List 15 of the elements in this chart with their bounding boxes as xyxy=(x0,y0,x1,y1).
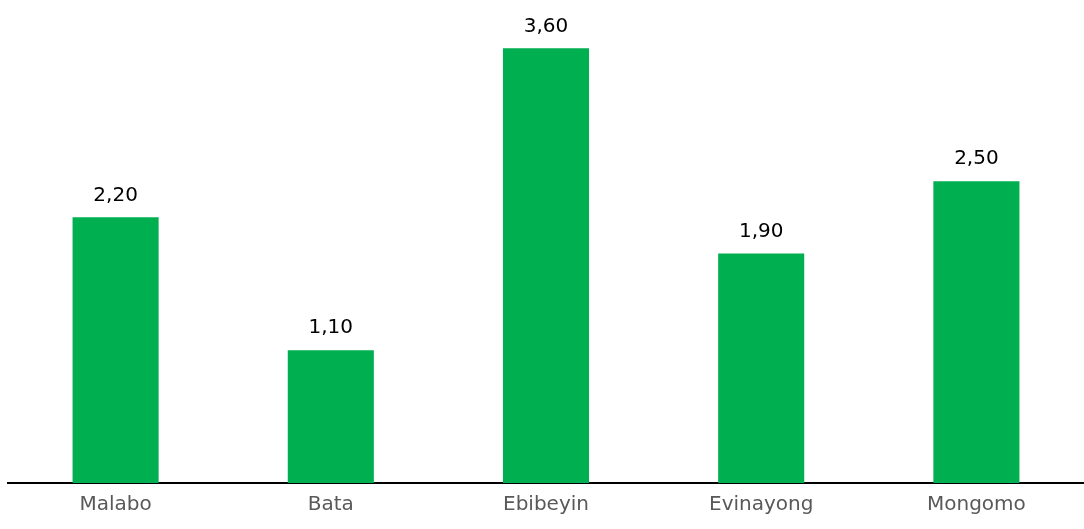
bar xyxy=(72,217,159,483)
data-label: 1,10 xyxy=(308,314,354,339)
bar xyxy=(287,350,374,483)
x-tick-label: Malabo xyxy=(79,491,152,516)
data-label: 2,50 xyxy=(954,145,999,170)
data-label: 1,90 xyxy=(738,217,784,242)
data-label: 3,60 xyxy=(523,12,569,37)
bar xyxy=(718,253,805,483)
x-tick-label: Mongomo xyxy=(926,491,1026,516)
bar xyxy=(933,181,1020,483)
data-label: 2,20 xyxy=(93,181,138,206)
bar xyxy=(502,48,590,483)
x-tick-label: Bata xyxy=(307,491,354,516)
x-tick-label: Evinayong xyxy=(709,491,814,516)
x-tick-label: Ebibeyin xyxy=(503,491,589,516)
